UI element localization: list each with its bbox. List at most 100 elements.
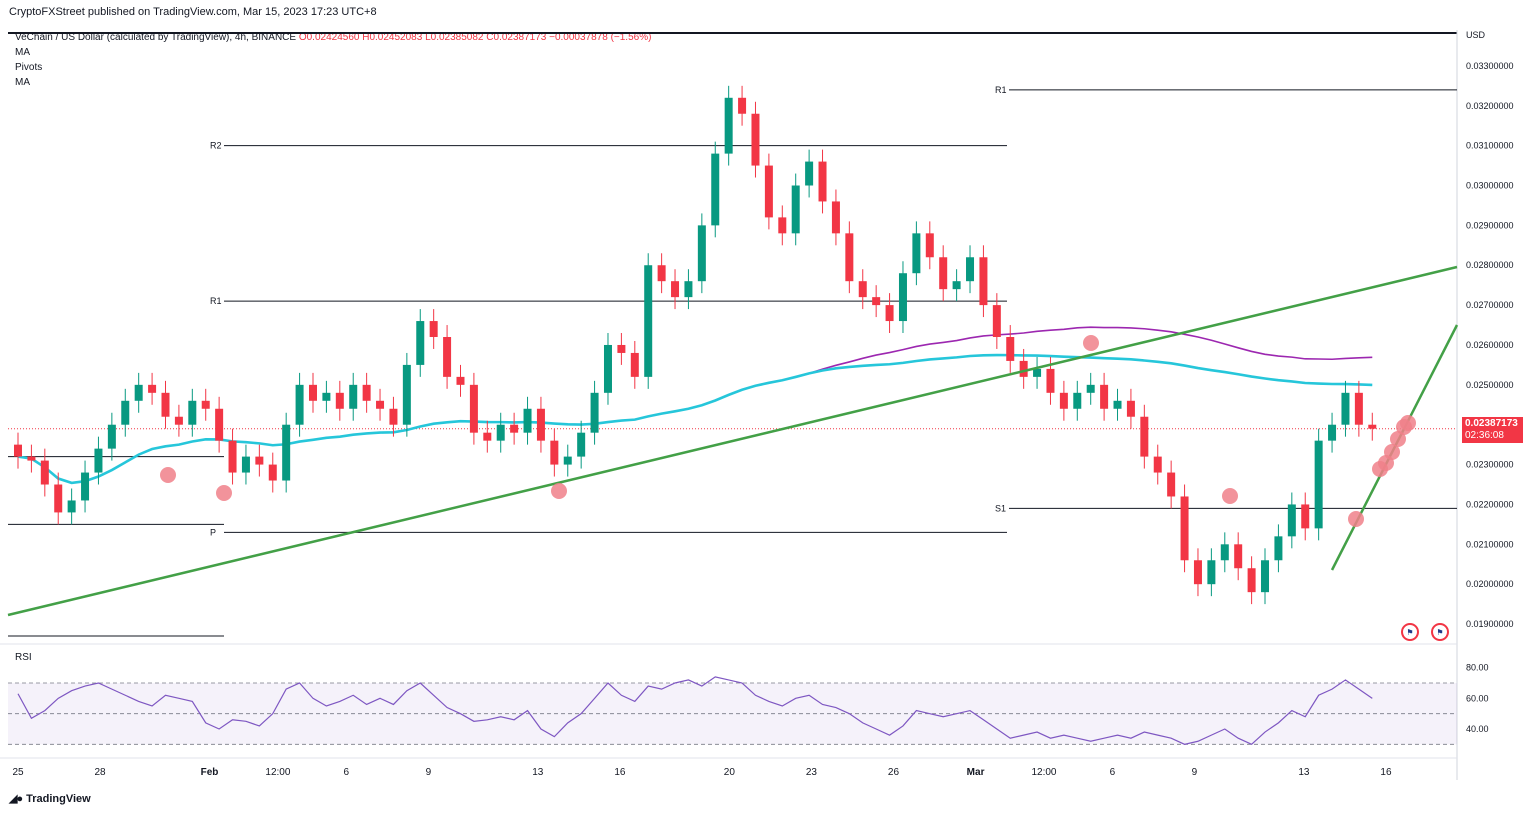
candle [563,444,572,477]
indicator-pivots[interactable]: Pivots [15,62,43,73]
y-tick-label: 0.02200000 [1466,499,1514,509]
candle-body [376,400,385,409]
ohlc-change: −0.00037878 (−1.56%) [549,32,652,43]
x-tick-label: 9 [1192,767,1198,778]
candle [510,412,519,445]
touch-marker [1348,511,1364,527]
candle-body [1301,504,1310,529]
candle [416,309,425,377]
us-flag-icon[interactable]: ⚑ [1401,623,1419,641]
y-tick-label: 0.02300000 [1466,460,1514,470]
touch-marker [216,485,232,501]
candle-body [805,161,814,186]
candle [603,333,612,405]
candle [215,396,224,453]
y-tick-label: 0.03300000 [1466,61,1514,71]
x-tick-label: 20 [724,767,736,778]
candle [362,372,371,413]
candle [644,253,653,389]
candle [1073,380,1082,421]
candle-body [550,440,559,465]
touch-marker [160,467,176,483]
candle-body [1368,424,1377,429]
candle [255,444,264,477]
candle-body [1328,424,1337,441]
candle [966,245,975,294]
candle-body [14,444,22,457]
candle [456,364,465,397]
candle [1180,484,1189,573]
indicator-ma-1[interactable]: MA [15,47,30,58]
x-tick-label: Mar [967,767,985,778]
indicator-ma-2[interactable]: MA [15,77,30,88]
candle [711,141,720,238]
candle-body [939,257,948,290]
candle-body [644,265,653,377]
candle-body [724,97,733,154]
candle-body [536,408,545,441]
symbol-line: VeChain / US Dollar (calculated by Tradi… [15,30,651,45]
candle-body [1261,560,1270,593]
x-tick-label: Feb [201,767,219,778]
candle-body [858,281,867,298]
candle-body [966,257,975,282]
candle [925,221,934,270]
candle [496,412,505,453]
candle [1167,460,1176,509]
ohlc-close: C0.02387173 [486,32,547,43]
candle-body [81,472,90,501]
candle [81,460,90,513]
candle-body [40,460,49,485]
candle [724,85,733,166]
last-price-tag: 0.02387173 02:36:08 [1462,417,1523,443]
candle-body [831,201,840,234]
candle-body [577,432,586,457]
candle [697,213,706,294]
candle-body [121,400,130,425]
candle [54,472,63,525]
candle [402,352,411,437]
us-flag-icon-2[interactable]: ⚑ [1431,623,1449,641]
candle [858,269,867,310]
candle-body [362,384,371,401]
candle [657,253,666,294]
candle [992,293,1001,349]
candle-body [617,344,626,353]
candle [1207,548,1216,597]
candle-body [295,384,304,425]
candle-body [1220,544,1229,561]
chart-legend: VeChain / US Dollar (calculated by Tradi… [15,30,651,90]
y-tick-label: 0.02100000 [1466,539,1514,549]
moving-average-purple [17,326,1373,484]
candle [201,388,210,421]
x-tick-label: 6 [344,767,350,778]
candle-body [1100,384,1109,409]
candle-body [188,400,197,425]
candle [469,372,478,445]
candle-body [268,464,277,481]
candle [483,420,492,453]
candle [805,149,814,198]
candle [188,388,197,437]
candle-body [1073,392,1082,409]
candle [389,396,398,437]
candle-body [711,153,720,226]
candle [1301,492,1310,541]
candle [1019,348,1028,389]
candle [335,380,344,421]
candle-body [898,273,907,322]
candle-body [1314,440,1323,529]
candle-body [1113,400,1122,409]
candle-body [416,321,425,365]
candle-body [885,305,894,322]
candle [161,380,170,429]
footer-brand: ◢● TradingView [9,792,91,806]
candle-body [992,305,1001,337]
tradingview-logo-icon: ◢● [9,793,23,805]
touch-marker [1390,431,1406,447]
candle-body [510,424,519,433]
candle [1113,388,1122,421]
trendline-long [7,265,1458,617]
candle-body [563,456,572,465]
